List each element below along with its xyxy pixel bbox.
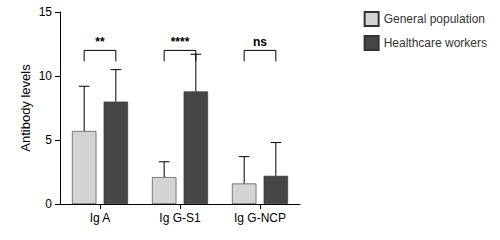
svg-text:Ig G-S1: Ig G-S1	[159, 211, 201, 225]
svg-text:General population: General population	[384, 12, 485, 26]
svg-text:5: 5	[45, 133, 52, 147]
svg-text:Healthcare workers: Healthcare workers	[384, 36, 487, 50]
svg-text:Antibody levels: Antibody levels	[18, 64, 33, 152]
svg-text:Ig A: Ig A	[90, 211, 111, 225]
svg-text:ns: ns	[253, 35, 267, 49]
svg-text:****: ****	[171, 35, 190, 49]
svg-text:**: **	[95, 35, 105, 49]
svg-text:10: 10	[39, 69, 53, 83]
svg-text:15: 15	[39, 5, 53, 19]
svg-text:Ig G-NCP: Ig G-NCP	[234, 211, 286, 225]
svg-text:0: 0	[45, 197, 52, 211]
